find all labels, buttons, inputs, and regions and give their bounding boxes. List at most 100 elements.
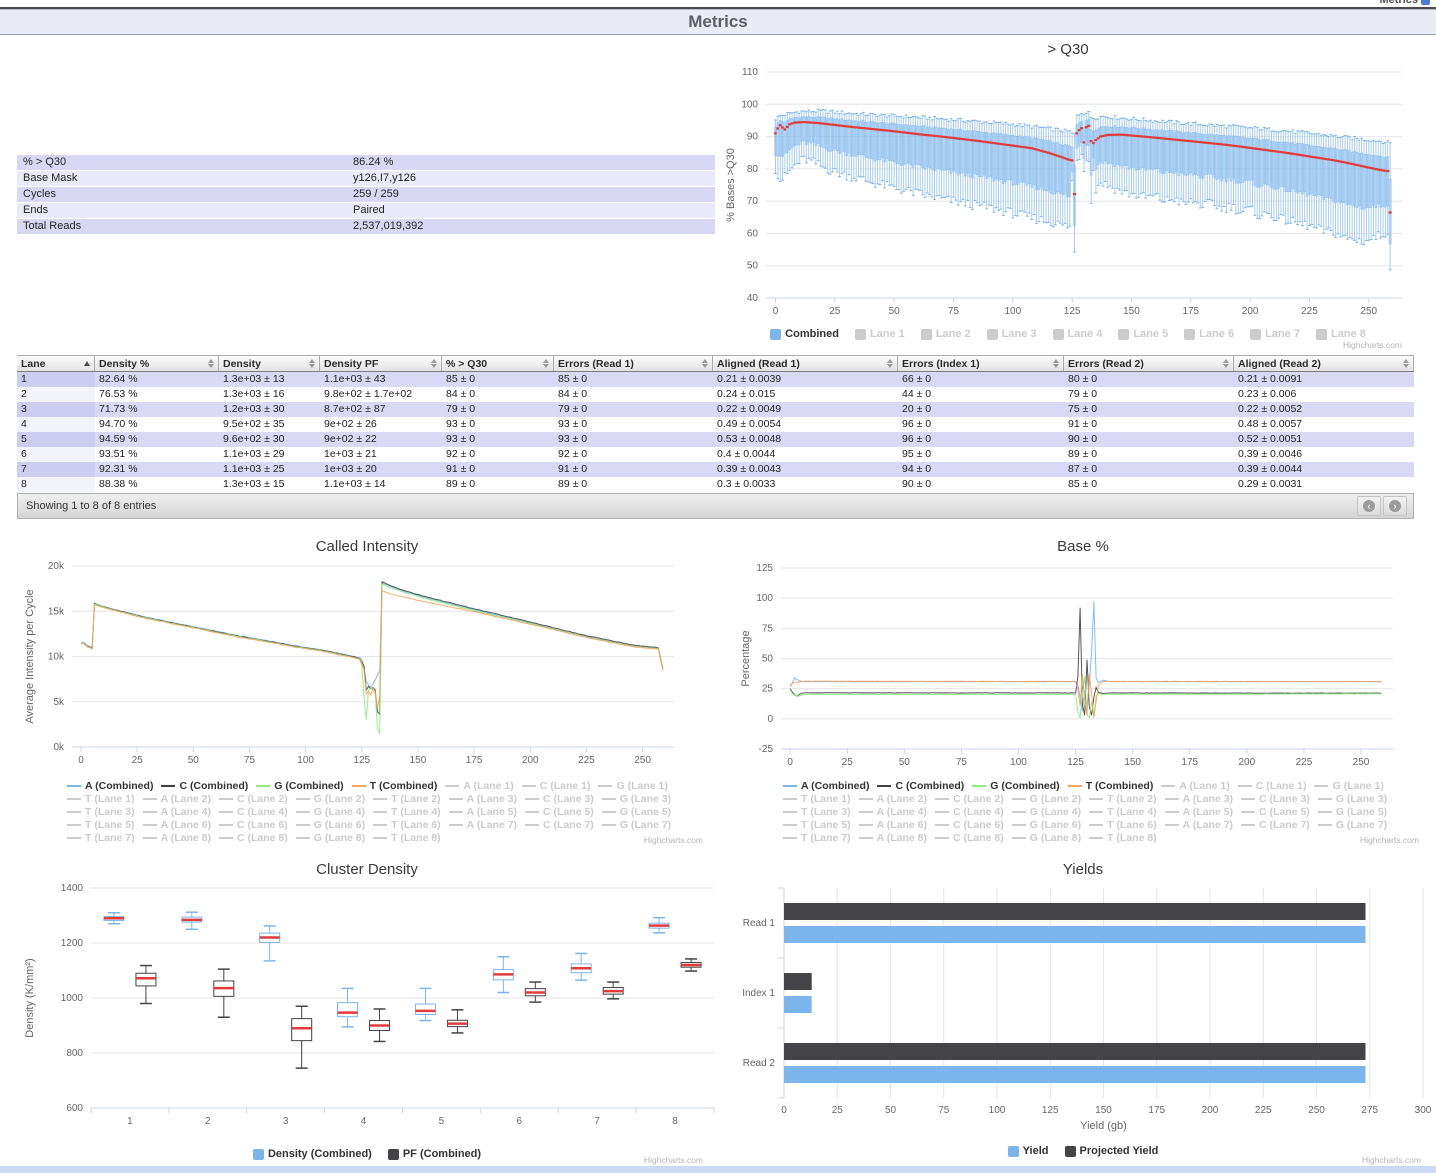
legend-item[interactable]: Density (Combined) (252, 1148, 372, 1160)
legend-item[interactable]: Lane 4 (1052, 328, 1102, 340)
legend-item[interactable]: T (Lane 2) (1089, 793, 1157, 805)
legend-item[interactable]: A (Combined) (67, 780, 153, 792)
column-header-aligned-read-2-[interactable]: Aligned (Read 2) (1234, 356, 1414, 371)
legend-item[interactable]: Yield (1007, 1145, 1049, 1157)
legend-item[interactable]: C (Lane 4) (218, 806, 288, 818)
legend-item[interactable]: A (Lane 8) (142, 832, 211, 844)
legend-item[interactable]: A (Lane 2) (142, 793, 211, 805)
legend-item[interactable]: G (Lane 5) (1317, 806, 1387, 818)
top-nav-metrics-link[interactable]: Metrics (1379, 0, 1430, 6)
previous-page-button[interactable]: ‹ (1357, 496, 1381, 516)
legend-item[interactable]: G (Lane 1) (598, 780, 668, 792)
legend-item[interactable]: G (Lane 5) (601, 806, 671, 818)
column-header-density-[interactable]: Density % (95, 356, 219, 371)
legend-item[interactable]: T (Lane 6) (373, 819, 441, 831)
legend-item[interactable]: T (Lane 2) (373, 793, 441, 805)
legend-item[interactable]: Lane 2 (920, 328, 971, 340)
legend-item[interactable]: G (Combined) (972, 780, 1060, 792)
legend-item[interactable]: Lane 7 (1250, 328, 1300, 340)
legend-item[interactable]: T (Lane 6) (1089, 819, 1157, 831)
legend-label: A (Lane 3) (466, 793, 518, 805)
legend-item[interactable]: T (Lane 8) (1089, 832, 1157, 844)
legend-item[interactable]: G (Lane 8) (295, 832, 365, 844)
legend-item[interactable]: C (Lane 7) (525, 819, 594, 831)
legend-item[interactable]: A (Lane 8) (858, 832, 927, 844)
legend-item[interactable]: G (Combined) (256, 780, 344, 792)
legend-item[interactable]: A (Lane 6) (142, 819, 211, 831)
legend-item[interactable]: A (Lane 3) (448, 793, 518, 805)
legend-item[interactable]: G (Lane 4) (295, 806, 365, 818)
next-page-button[interactable]: › (1383, 496, 1407, 516)
legend-item[interactable]: C (Lane 3) (525, 793, 594, 805)
legend-item[interactable]: G (Lane 3) (601, 793, 671, 805)
column-header-density-pf[interactable]: Density PF (320, 356, 442, 371)
legend-item[interactable]: T (Lane 4) (373, 806, 441, 818)
legend-item[interactable]: C (Lane 2) (218, 793, 288, 805)
legend-item[interactable]: C (Lane 1) (521, 780, 590, 792)
legend-item[interactable]: Lane 1 (854, 328, 905, 340)
column-header-density[interactable]: Density (219, 356, 320, 371)
legend-item[interactable]: A (Lane 2) (858, 793, 927, 805)
legend-item[interactable]: Projected Yield (1064, 1145, 1158, 1157)
legend-item[interactable]: C (Lane 5) (525, 806, 594, 818)
legend-item[interactable]: T (Lane 7) (783, 832, 851, 844)
legend-item[interactable]: C (Lane 8) (218, 832, 288, 844)
legend-item[interactable]: C (Combined) (161, 780, 248, 792)
legend-item[interactable]: A (Lane 6) (858, 819, 927, 831)
legend-item[interactable]: A (Lane 5) (1164, 806, 1233, 818)
legend-item[interactable]: G (Lane 6) (295, 819, 365, 831)
legend-item[interactable]: Lane 5 (1118, 328, 1168, 340)
legend-item[interactable]: G (Lane 7) (601, 819, 671, 831)
legend-item[interactable]: C (Lane 6) (934, 819, 1004, 831)
column-header-errors-read-2-[interactable]: Errors (Read 2) (1064, 356, 1234, 371)
legend-item[interactable]: C (Lane 7) (1241, 819, 1310, 831)
legend-item[interactable]: A (Lane 1) (1161, 780, 1230, 792)
legend-item[interactable]: G (Lane 8) (1011, 832, 1081, 844)
legend-item[interactable]: C (Lane 5) (1241, 806, 1310, 818)
legend-item[interactable]: T (Lane 1) (67, 793, 135, 805)
legend-item[interactable]: C (Lane 8) (934, 832, 1004, 844)
legend-item[interactable]: T (Lane 3) (783, 806, 851, 818)
legend-item[interactable]: A (Lane 7) (1164, 819, 1233, 831)
legend-item[interactable]: C (Combined) (877, 780, 964, 792)
column-header-errors-index-1-[interactable]: Errors (Index 1) (898, 356, 1064, 371)
column-header-aligned-read-1-[interactable]: Aligned (Read 1) (713, 356, 898, 371)
legend-item[interactable]: C (Lane 6) (218, 819, 288, 831)
legend-item[interactable]: Lane 6 (1184, 328, 1234, 340)
legend-item[interactable]: G (Lane 2) (295, 793, 365, 805)
legend-item[interactable]: A (Combined) (783, 780, 869, 792)
legend-item[interactable]: T (Lane 8) (373, 832, 441, 844)
legend-item[interactable]: Lane 8 (1315, 328, 1366, 340)
legend-item[interactable]: T (Lane 3) (67, 806, 135, 818)
column-header-lane[interactable]: Lane (17, 356, 95, 371)
legend-item[interactable]: T (Combined) (1067, 780, 1153, 792)
legend-item[interactable]: C (Lane 1) (1237, 780, 1306, 792)
legend-item[interactable]: T (Lane 5) (783, 819, 851, 831)
legend-item[interactable]: A (Lane 3) (1164, 793, 1233, 805)
legend-item[interactable]: T (Lane 5) (67, 819, 135, 831)
legend-item[interactable]: T (Lane 1) (783, 793, 851, 805)
legend-item[interactable]: G (Lane 4) (1011, 806, 1081, 818)
legend-item[interactable]: G (Lane 3) (1317, 793, 1387, 805)
legend-item[interactable]: G (Lane 6) (1011, 819, 1081, 831)
legend-item[interactable]: Lane 3 (986, 328, 1037, 340)
legend-item[interactable]: T (Lane 4) (1089, 806, 1157, 818)
legend-item[interactable]: T (Combined) (351, 780, 437, 792)
legend-item[interactable]: Combined (770, 328, 839, 340)
legend-item[interactable]: A (Lane 7) (448, 819, 517, 831)
legend-item[interactable]: A (Lane 4) (142, 806, 211, 818)
legend-item[interactable]: A (Lane 4) (858, 806, 927, 818)
legend-item[interactable]: T (Lane 7) (67, 832, 135, 844)
series-dash-icon (858, 837, 873, 839)
legend-item[interactable]: C (Lane 3) (1241, 793, 1310, 805)
column-header-errors-read-1-[interactable]: Errors (Read 1) (554, 356, 713, 371)
legend-item[interactable]: A (Lane 1) (445, 780, 514, 792)
legend-item[interactable]: G (Lane 1) (1314, 780, 1384, 792)
legend-item[interactable]: G (Lane 7) (1317, 819, 1387, 831)
legend-item[interactable]: C (Lane 2) (934, 793, 1004, 805)
legend-item[interactable]: A (Lane 5) (448, 806, 517, 818)
column-header--q30[interactable]: % > Q30 (442, 356, 554, 371)
legend-item[interactable]: G (Lane 2) (1011, 793, 1081, 805)
legend-item[interactable]: C (Lane 4) (934, 806, 1004, 818)
legend-item[interactable]: PF (Combined) (387, 1148, 481, 1160)
